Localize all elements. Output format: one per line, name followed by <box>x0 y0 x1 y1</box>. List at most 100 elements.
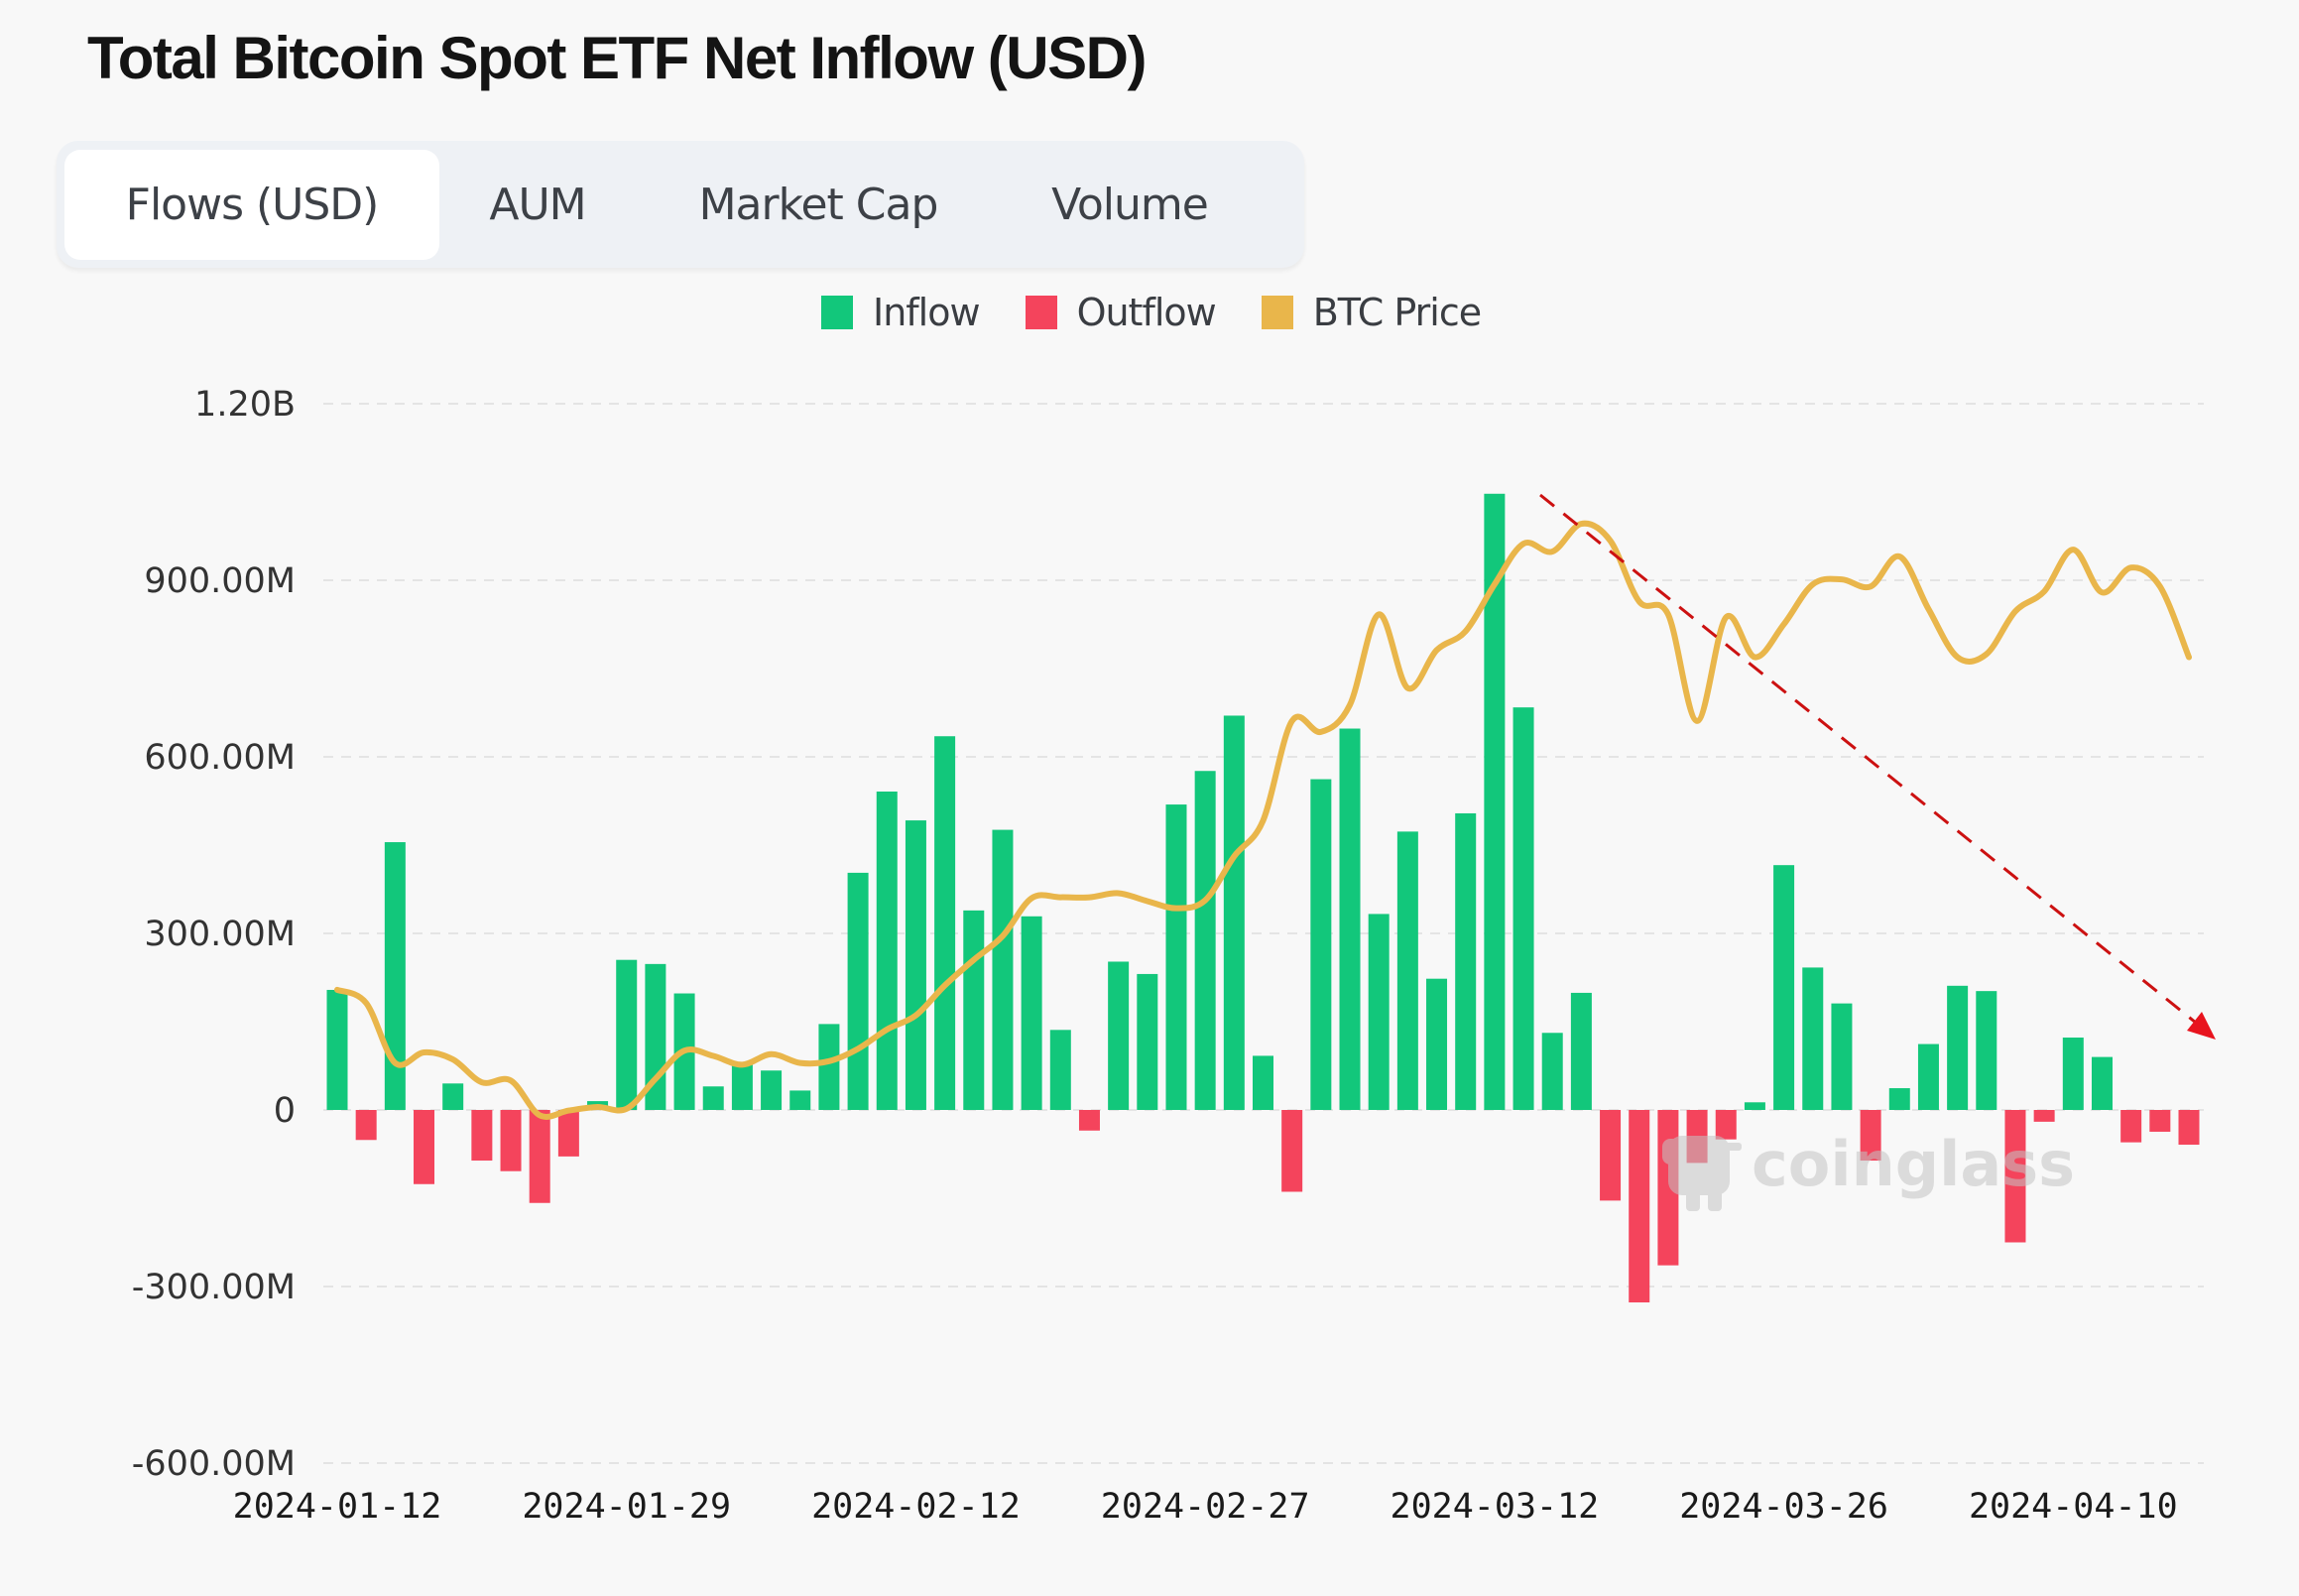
inflow-bar[interactable] <box>1021 916 1042 1110</box>
outflow-bar[interactable] <box>1281 1110 1303 1192</box>
btc-price-line <box>334 520 2192 1120</box>
inflow-bar[interactable] <box>1368 914 1390 1110</box>
outflow-bar[interactable] <box>355 1110 377 1141</box>
legend-item-outflow[interactable]: Outflow <box>1025 291 1217 334</box>
inflow-bar[interactable] <box>1917 1044 1939 1110</box>
y-tick-label: 1.20B <box>194 385 296 425</box>
x-tick-label: 2024-02-12 <box>811 1487 1021 1527</box>
inflow-bar[interactable] <box>384 842 406 1110</box>
watermark-text: coinglass <box>1752 1128 2075 1200</box>
inflow-bar[interactable] <box>326 989 348 1110</box>
inflow-bar[interactable] <box>761 1070 783 1110</box>
outflow-swatch-icon <box>1025 296 1057 329</box>
outflow-bar[interactable] <box>414 1110 435 1184</box>
inflow-bar[interactable] <box>1223 715 1245 1110</box>
y-axis-labels: 1.20B 900.00M 600.00M 300.00M 0 -300.00M -600.… <box>132 385 296 1484</box>
y-tick-label: 900.00M <box>144 561 296 601</box>
inflow-bar[interactable] <box>789 1090 811 1110</box>
outflow-bar[interactable] <box>2004 1110 2026 1243</box>
inflow-bar[interactable] <box>1253 1055 1273 1110</box>
inflow-bar[interactable] <box>1165 804 1187 1110</box>
outflow-bar[interactable] <box>1600 1110 1622 1201</box>
inflow-bar[interactable] <box>616 959 638 1110</box>
inflow-bar[interactable] <box>1396 831 1418 1110</box>
y-tick-label: -600.00M <box>132 1444 296 1484</box>
outflow-bar[interactable] <box>2033 1110 2055 1122</box>
gridlines <box>323 403 2204 1464</box>
outflow-bar[interactable] <box>2120 1110 2142 1143</box>
trend-arrow <box>1539 493 2216 1040</box>
page-title: Total Bitcoin Spot ETF Net Inflow (USD) <box>87 25 1147 91</box>
x-axis-labels: 2024-01-12 2024-01-29 2024-02-12 2024-02-27… <box>233 1487 2178 1527</box>
inflow-swatch-icon <box>821 296 853 329</box>
inflow-bar[interactable] <box>1455 812 1477 1110</box>
inflow-bar[interactable] <box>847 872 869 1110</box>
inflow-bar[interactable] <box>1570 992 1592 1110</box>
inflow-bar[interactable] <box>2062 1038 2084 1110</box>
x-tick-label: 2024-01-29 <box>522 1487 731 1527</box>
coinglass-logo-icon <box>1662 1136 1742 1211</box>
x-tick-label: 2024-02-27 <box>1101 1487 1310 1527</box>
y-tick-label: 0 <box>274 1091 296 1131</box>
legend-item-btc-price[interactable]: BTC Price <box>1261 291 1482 334</box>
inflow-bar[interactable] <box>731 1063 753 1110</box>
outflow-bar[interactable] <box>1629 1110 1650 1303</box>
outflow-bar[interactable] <box>2178 1110 2200 1146</box>
inflow-bar[interactable] <box>1339 728 1361 1110</box>
arrow-head-icon <box>2187 1012 2216 1040</box>
tab-volume[interactable]: Volume <box>1051 180 1209 230</box>
outflow-bar[interactable] <box>1715 1110 1737 1140</box>
legend-item-inflow[interactable]: Inflow <box>821 291 981 334</box>
outflow-bar[interactable] <box>1078 1110 1100 1131</box>
chart-legend: Inflow Outflow BTC Price <box>821 288 1526 337</box>
coinglass-watermark: coinglass <box>1662 1128 2075 1211</box>
inflow-bar[interactable] <box>963 910 985 1110</box>
inflow-bar[interactable] <box>702 1086 724 1110</box>
tab-aum[interactable]: AUM <box>489 180 586 230</box>
outflow-bar[interactable] <box>529 1110 550 1203</box>
trend-arrow-line <box>1539 493 2197 1025</box>
legend-label-btc-price: BTC Price <box>1312 291 1482 334</box>
inflow-bar[interactable] <box>1831 1003 1853 1110</box>
y-tick-label: -300.00M <box>132 1268 296 1307</box>
outflow-bar[interactable] <box>557 1110 579 1157</box>
inflow-bar[interactable] <box>1426 978 1448 1110</box>
tab-market-cap[interactable]: Market Cap <box>698 180 939 230</box>
view-tabs: Flows (USD) AUM Market Cap Volume <box>57 141 1304 268</box>
inflow-bar[interactable] <box>1802 967 1824 1110</box>
legend-label-outflow: Outflow <box>1076 291 1217 334</box>
x-tick-label: 2024-03-26 <box>1679 1487 1888 1527</box>
inflow-bar[interactable] <box>1194 771 1216 1110</box>
inflow-bar[interactable] <box>1541 1033 1563 1110</box>
inflow-bar[interactable] <box>1108 961 1130 1110</box>
inflow-bar[interactable] <box>1512 707 1534 1110</box>
inflow-bar[interactable] <box>1744 1102 1765 1110</box>
inflow-bar[interactable] <box>905 820 926 1110</box>
inflow-bar[interactable] <box>1049 1030 1071 1110</box>
btc-price-swatch-icon <box>1261 296 1293 329</box>
outflow-bar[interactable] <box>2149 1110 2171 1132</box>
outflow-bar[interactable] <box>1860 1110 1881 1162</box>
inflow-bar[interactable] <box>1484 493 1506 1110</box>
inflow-bar[interactable] <box>992 829 1014 1110</box>
inflow-bar[interactable] <box>818 1024 840 1110</box>
x-tick-label: 2024-03-12 <box>1391 1487 1600 1527</box>
x-tick-label: 2024-01-12 <box>233 1487 442 1527</box>
tab-flows-usd[interactable]: Flows (USD) <box>64 150 439 260</box>
inflow-bar[interactable] <box>1310 779 1332 1110</box>
inflow-bar[interactable] <box>1947 985 1969 1110</box>
outflow-bar[interactable] <box>471 1110 493 1162</box>
y-tick-label: 300.00M <box>144 915 296 954</box>
inflow-bar[interactable] <box>1137 973 1158 1110</box>
legend-label-inflow: Inflow <box>873 291 981 334</box>
inflow-bar[interactable] <box>2091 1056 2113 1110</box>
inflow-bar[interactable] <box>1976 991 1997 1110</box>
y-tick-label: 600.00M <box>144 738 296 778</box>
inflow-bar[interactable] <box>934 736 956 1110</box>
inflow-bar[interactable] <box>442 1083 464 1110</box>
inflow-bar[interactable] <box>1888 1088 1910 1110</box>
inflow-bar[interactable] <box>1773 865 1795 1110</box>
inflow-bar[interactable] <box>876 792 898 1110</box>
outflow-bar[interactable] <box>500 1110 522 1171</box>
